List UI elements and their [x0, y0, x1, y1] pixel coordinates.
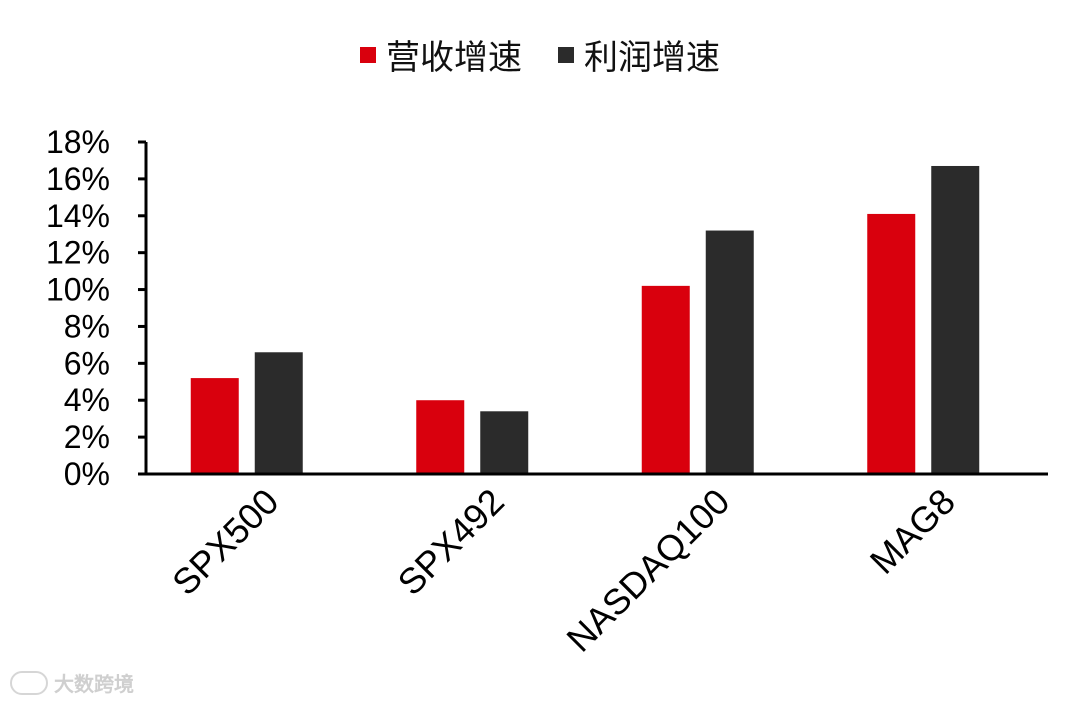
legend-swatch-revenue [360, 46, 376, 63]
legend-item-revenue: 营收增速 [360, 30, 522, 79]
legend-swatch-profit [558, 46, 574, 63]
watermark-logo-icon [10, 670, 48, 695]
y-tick-label: 8% [64, 308, 110, 344]
legend-item-profit: 利润增速 [558, 30, 720, 79]
bar-profit-nasdaq100 [705, 230, 754, 474]
watermark: 大数跨境 [10, 668, 134, 697]
y-tick-label: 12% [46, 235, 110, 271]
bar-profit-mag8 [931, 165, 980, 474]
legend-label-revenue: 营收增速 [386, 39, 522, 77]
x-tick-label: MAG8 [862, 481, 963, 582]
chart-legend: 营收增速 利润增速 [0, 30, 1080, 79]
y-tick-label: 2% [64, 419, 110, 455]
x-tick-label: SPX492 [390, 481, 512, 603]
bar-profit-spx492 [480, 411, 529, 474]
bar-revenue-mag8 [867, 213, 916, 474]
y-tick-label: 4% [64, 382, 110, 418]
x-tick-label: NASDAQ100 [558, 481, 737, 660]
bar-revenue-spx492 [416, 400, 465, 474]
bars [190, 165, 980, 474]
y-tick-label: 10% [46, 272, 110, 308]
y-tick-label: 18% [46, 124, 110, 160]
y-tick-label: 0% [64, 456, 110, 492]
bar-revenue-spx500 [190, 378, 239, 474]
y-tick-label: 16% [46, 161, 110, 197]
bar-revenue-nasdaq100 [641, 285, 690, 474]
watermark-text: 大数跨境 [54, 674, 134, 696]
y-tick-label: 6% [64, 345, 110, 381]
bar-profit-spx500 [254, 352, 303, 474]
y-tick-label: 14% [46, 198, 110, 234]
legend-label-profit: 利润增速 [584, 39, 720, 77]
x-tick-label: SPX500 [164, 481, 286, 603]
y-axis-ticks: 0%2%4%6%8%10%12%14%16%18% [46, 124, 146, 492]
x-axis-labels: SPX500 SPX492 NASDAQ100 MAG8 [164, 481, 963, 660]
